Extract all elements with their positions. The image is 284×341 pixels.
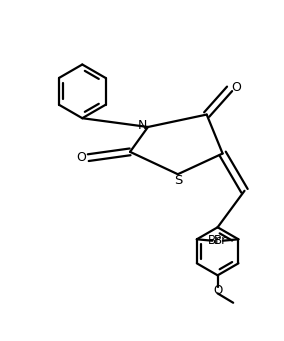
Text: O: O <box>76 151 86 164</box>
Text: Br: Br <box>208 234 221 247</box>
Text: S: S <box>174 174 183 187</box>
Text: O: O <box>213 283 222 297</box>
Text: N: N <box>138 119 148 132</box>
Text: Br: Br <box>214 234 227 247</box>
Text: O: O <box>232 81 242 94</box>
